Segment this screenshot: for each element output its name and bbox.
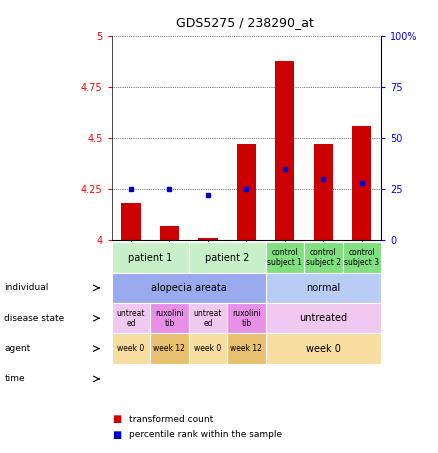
Text: transformed count: transformed count [129,414,213,424]
Bar [189,333,227,364]
Bar [343,242,381,273]
Bar [112,273,265,303]
Bar [189,303,227,333]
Text: untreat
ed: untreat ed [117,308,145,328]
Bar [121,203,141,240]
Text: week 12: week 12 [153,344,185,353]
Bar [198,238,218,240]
Text: ■: ■ [112,414,121,424]
Text: ruxolini
tib: ruxolini tib [232,308,261,328]
Text: control
subject 3: control subject 3 [344,248,379,267]
Text: week 0: week 0 [306,343,341,354]
Bar [275,61,294,240]
Bar [112,333,150,364]
Bar [265,303,381,333]
Text: untreat
ed: untreat ed [194,308,222,328]
Bar [237,145,256,240]
Text: week 0: week 0 [117,344,145,353]
Bar [265,242,304,273]
Text: patient 2: patient 2 [205,252,249,263]
Bar [304,242,343,273]
Bar [304,242,343,273]
Text: disease state: disease state [4,314,65,323]
Bar [150,242,189,273]
Text: week 12: week 12 [230,344,262,353]
Bar [227,242,265,273]
Bar [112,303,150,333]
Bar [343,242,381,273]
Bar [227,303,265,333]
Text: individual: individual [4,284,49,292]
Bar [352,126,371,240]
Text: ■: ■ [112,430,121,440]
Text: GDS5275 / 238290_at: GDS5275 / 238290_at [177,16,314,29]
Bar [265,333,381,364]
Bar [150,303,189,333]
Bar [112,242,150,273]
Bar [150,333,189,364]
Text: week 0: week 0 [194,344,222,353]
Text: percentile rank within the sample: percentile rank within the sample [129,430,283,439]
Text: time: time [4,375,25,383]
Text: ruxolini
tib: ruxolini tib [155,308,184,328]
Text: normal: normal [306,283,340,293]
Bar [160,226,179,240]
Bar [227,333,265,364]
Bar [112,242,189,273]
Bar [314,145,333,240]
Text: agent: agent [4,344,31,353]
Text: patient 1: patient 1 [128,252,172,263]
Text: control
subject 2: control subject 2 [306,248,341,267]
Bar [265,273,381,303]
Bar [189,242,265,273]
Text: control
subject 1: control subject 1 [267,248,302,267]
Bar [265,242,304,273]
Text: alopecia areata: alopecia areata [151,283,226,293]
Bar [189,242,227,273]
Text: untreated: untreated [299,313,347,323]
